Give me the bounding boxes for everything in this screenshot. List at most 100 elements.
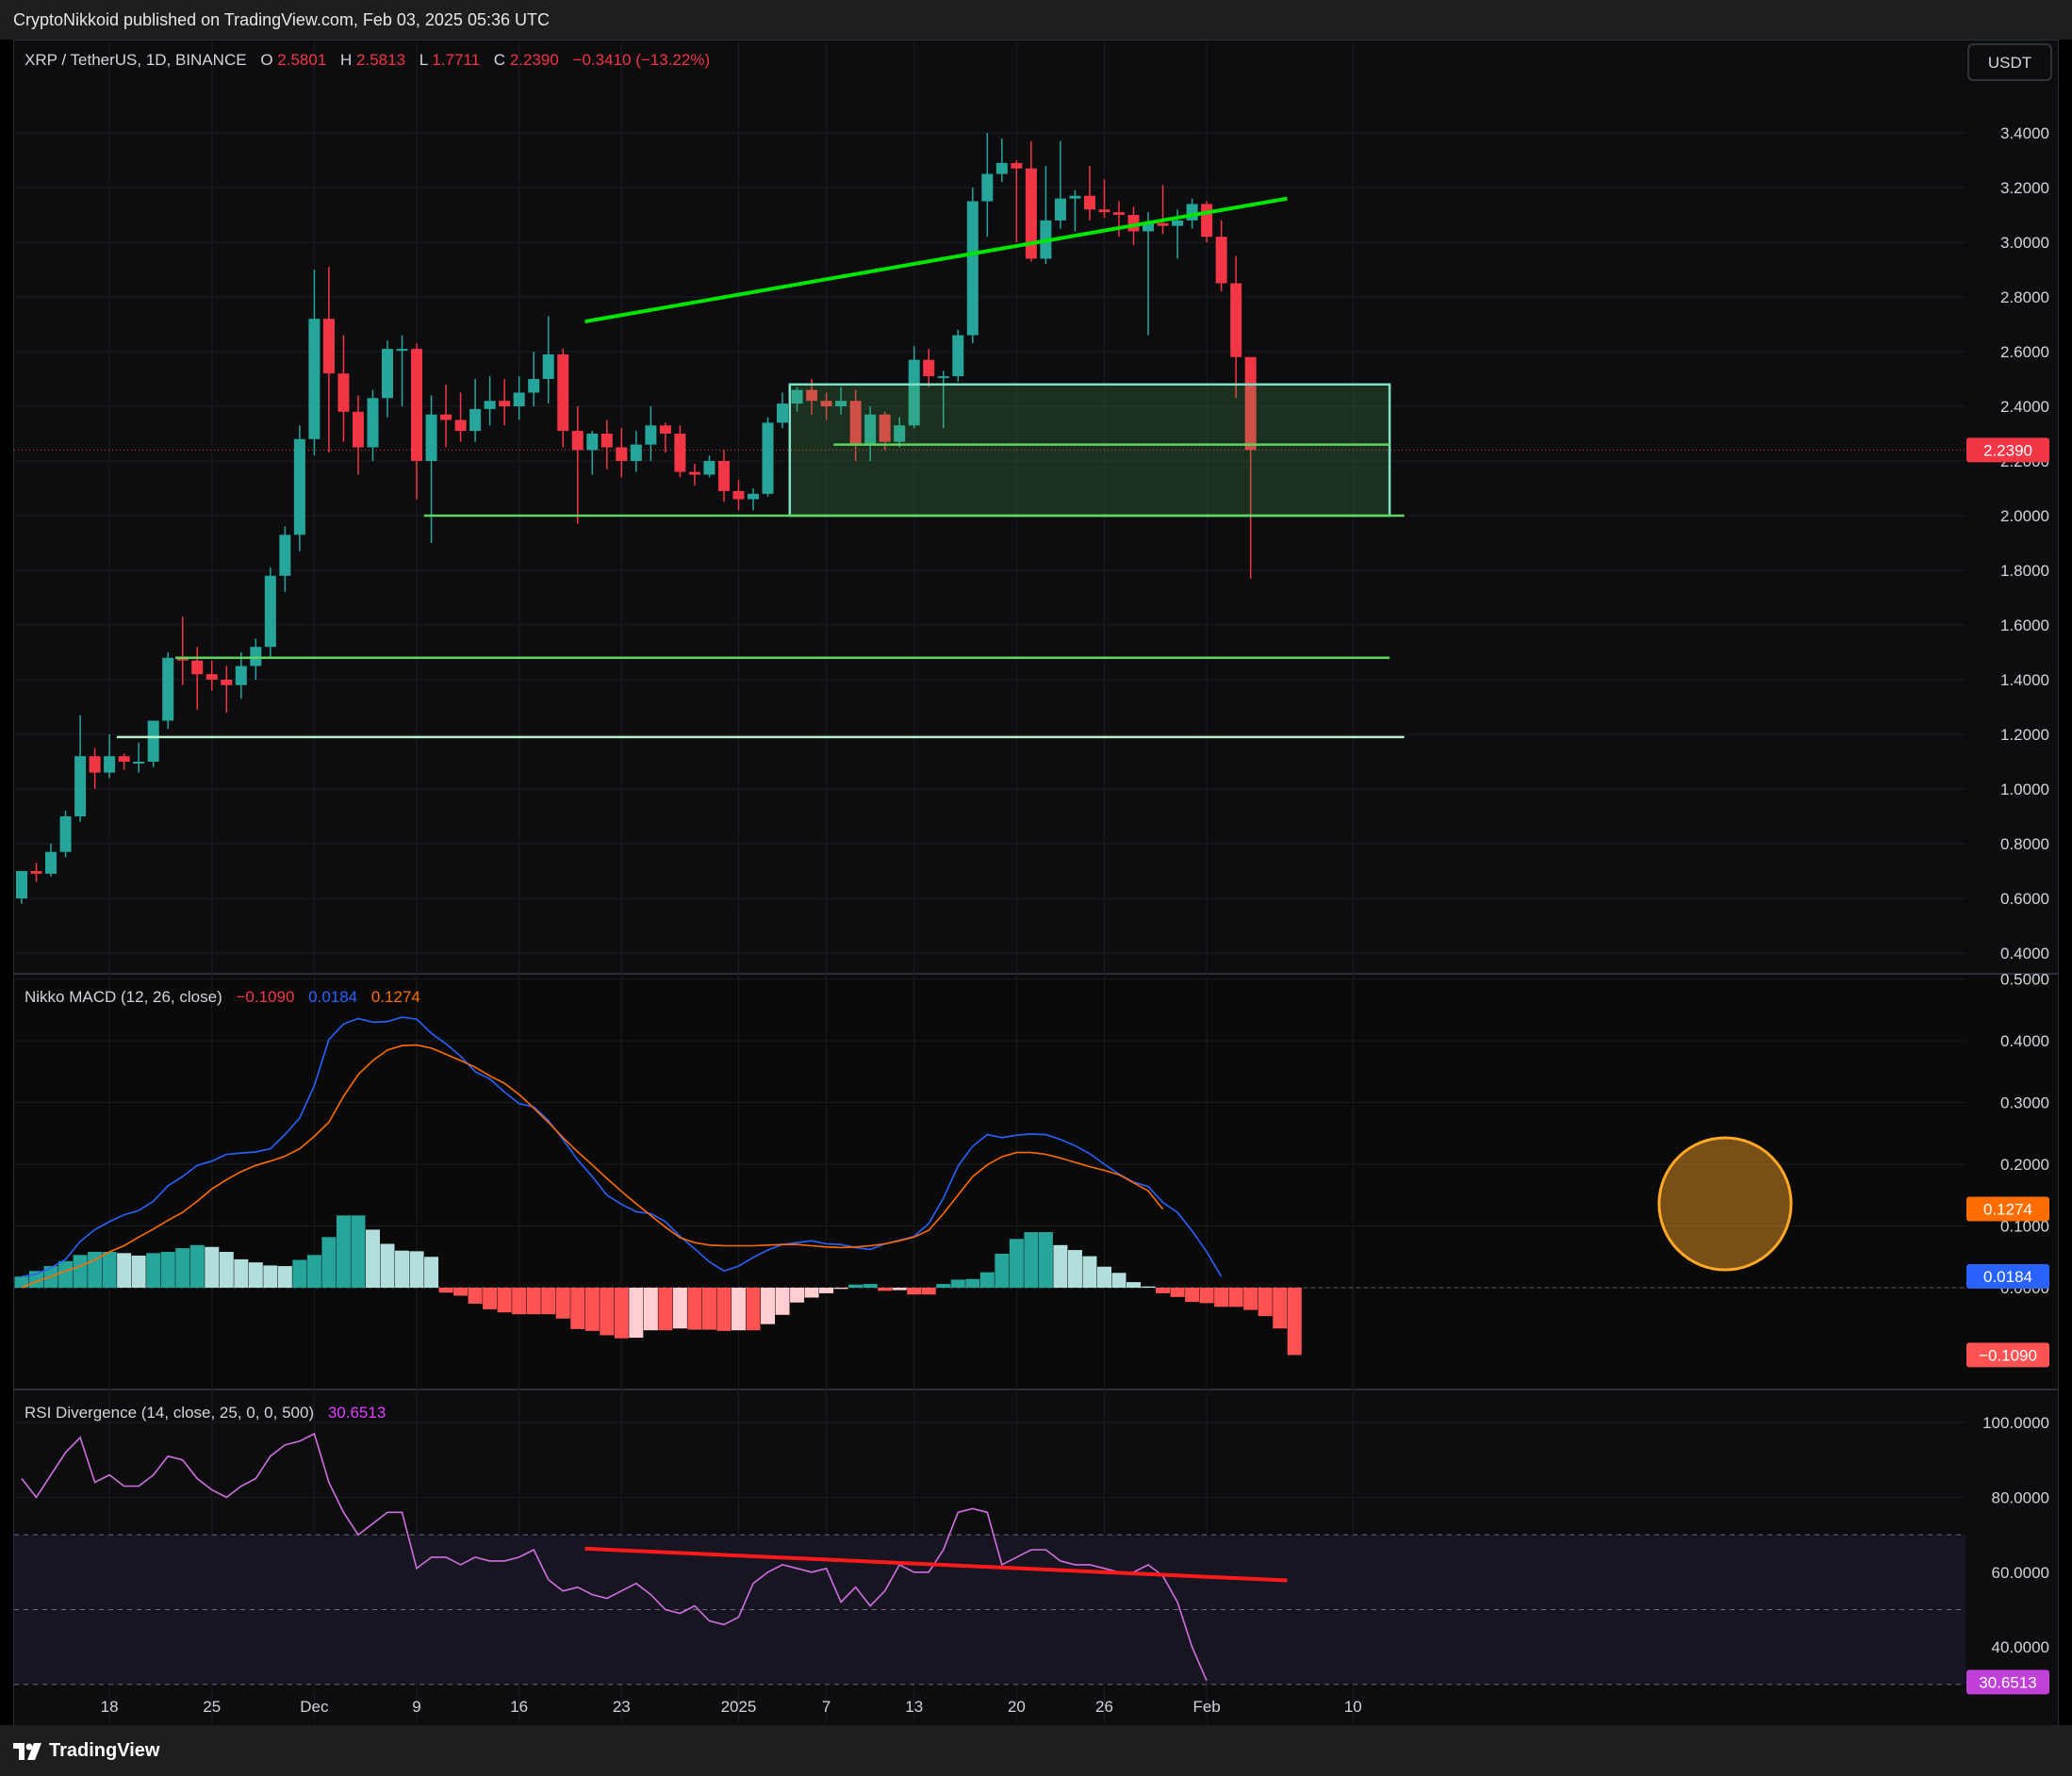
candle-body bbox=[1113, 212, 1125, 215]
macd-histogram-bar bbox=[1199, 1288, 1214, 1304]
macd-histogram-bar bbox=[512, 1288, 527, 1315]
price-tick-label: 2.8000 bbox=[2000, 288, 2049, 306]
x-tick-label: 2025 bbox=[721, 1698, 757, 1716]
rsi-group bbox=[21, 1432, 1288, 1682]
candle-body bbox=[250, 647, 262, 666]
macd-histogram-bar bbox=[1111, 1273, 1126, 1288]
macd-tick-label: 0.2000 bbox=[2000, 1156, 2049, 1174]
candle-body bbox=[454, 419, 467, 432]
currency-button[interactable]: USDT bbox=[1967, 43, 2052, 81]
macd-histogram-bar bbox=[497, 1288, 512, 1313]
price-tick-label: 2.4000 bbox=[2000, 398, 2049, 416]
candle-body bbox=[469, 408, 482, 432]
hist-badge: −0.1090 bbox=[1979, 1346, 2037, 1364]
macd-pane-bg bbox=[14, 975, 2058, 1390]
macd-histogram-bar bbox=[819, 1288, 834, 1293]
candle-body bbox=[864, 414, 877, 445]
price-tick-label: 1.0000 bbox=[2000, 781, 2049, 798]
currency-button-frame[interactable] bbox=[1967, 43, 2052, 81]
macd-histogram-bar bbox=[189, 1244, 205, 1288]
candle-body bbox=[279, 534, 291, 576]
candle-body bbox=[542, 354, 554, 379]
x-tick-label: 25 bbox=[203, 1698, 221, 1716]
macd-histogram-bar bbox=[687, 1288, 702, 1330]
macd-histogram-bar bbox=[1082, 1256, 1097, 1288]
macd-histogram-bar bbox=[175, 1248, 190, 1288]
candle-body bbox=[176, 657, 189, 661]
macd-histogram-bar bbox=[643, 1288, 658, 1331]
candle-body bbox=[835, 401, 847, 406]
x-tick-label: 10 bbox=[1344, 1698, 1362, 1716]
candle-body bbox=[206, 674, 218, 680]
macd-histogram-bar bbox=[1009, 1239, 1024, 1288]
macd-histogram-bar bbox=[468, 1288, 483, 1305]
macd-histogram-bar bbox=[921, 1288, 936, 1295]
x-axis-labels: 18 25 Dec 9 16 23 2025 7 13 20 26 Feb 10 bbox=[101, 1698, 1362, 1716]
candle-body bbox=[879, 414, 891, 442]
candle-body bbox=[191, 660, 204, 675]
macd-histogram-bar bbox=[292, 1259, 307, 1288]
price-tick-label: 1.6000 bbox=[2000, 617, 2049, 634]
currency-button-label[interactable]: USDT bbox=[1988, 54, 2031, 72]
candle-body bbox=[748, 493, 759, 500]
candle-body bbox=[30, 871, 42, 874]
macd-histogram-bar bbox=[1156, 1288, 1171, 1293]
macd-line-value: 0.0184 bbox=[308, 988, 357, 1006]
candle-body bbox=[820, 401, 832, 406]
candle-body bbox=[1069, 195, 1081, 199]
price-badges: 2.2390 0.1274 0.0184 −0.1090 30.6513 bbox=[1966, 437, 2049, 1695]
x-tick-label: 16 bbox=[510, 1698, 528, 1716]
drawings-group bbox=[116, 196, 1405, 739]
macd-histogram-bar bbox=[483, 1288, 498, 1309]
tradingview-logo[interactable]: TradingView bbox=[13, 1740, 159, 1762]
candle-body bbox=[221, 680, 233, 685]
candle-body bbox=[806, 389, 818, 402]
candle-body bbox=[645, 425, 657, 445]
macd-tick-label: 0.5000 bbox=[2000, 971, 2049, 989]
macd-histogram-bar bbox=[731, 1288, 746, 1331]
x-tick-label: 13 bbox=[905, 1698, 923, 1716]
candle-body bbox=[923, 359, 935, 377]
candle-body bbox=[674, 434, 686, 472]
symbol-text: XRP / TetherUS, 1D, BINANCE bbox=[25, 51, 247, 69]
high-value: 2.5813 bbox=[356, 51, 405, 69]
candle-body bbox=[717, 461, 730, 491]
macd-histogram-bar bbox=[14, 1276, 29, 1288]
price-tick-label: 2.6000 bbox=[2000, 343, 2049, 361]
macd-histogram-bar bbox=[746, 1288, 761, 1331]
rising-trendline bbox=[584, 196, 1288, 324]
macd-histogram-bar bbox=[790, 1288, 805, 1303]
macd-histogram-bar bbox=[58, 1260, 74, 1288]
candle-body bbox=[484, 401, 496, 409]
candle-body bbox=[367, 398, 379, 448]
candle-body bbox=[118, 756, 130, 762]
price-tick-label: 0.6000 bbox=[2000, 890, 2049, 908]
tradingview-logo-icon bbox=[13, 1742, 41, 1760]
candle-body bbox=[616, 447, 628, 461]
candle-body bbox=[630, 444, 642, 461]
macd-line bbox=[21, 1016, 1223, 1277]
price-tick-label: 1.8000 bbox=[2000, 562, 2049, 580]
macd-signal-line bbox=[21, 1044, 1164, 1289]
candle-body bbox=[1025, 168, 1037, 259]
x-tick-label: 20 bbox=[1008, 1698, 1026, 1716]
macd-histogram-bar bbox=[701, 1288, 716, 1330]
macd-histogram-bar bbox=[965, 1278, 980, 1288]
open-label: O bbox=[260, 51, 272, 69]
macd-histogram-bar bbox=[395, 1250, 410, 1288]
macd-histogram-bar bbox=[234, 1258, 249, 1288]
macd-histogram-bar bbox=[950, 1279, 965, 1288]
publish-text: CryptoNikkoid published on TradingView.c… bbox=[13, 10, 550, 29]
macd-histogram-bar bbox=[1024, 1232, 1039, 1288]
last-price-badge-bg bbox=[1966, 437, 2049, 463]
candle-body bbox=[1054, 198, 1066, 221]
candle-body bbox=[1157, 222, 1169, 226]
candle-body bbox=[74, 756, 87, 816]
macd-histogram-bar bbox=[453, 1288, 469, 1296]
macd-histogram-bar bbox=[1287, 1288, 1302, 1356]
candle-body bbox=[1230, 283, 1242, 357]
macd-histogram-bar bbox=[804, 1288, 819, 1298]
x-tick-label: 9 bbox=[412, 1698, 420, 1716]
candle-body bbox=[104, 756, 116, 773]
